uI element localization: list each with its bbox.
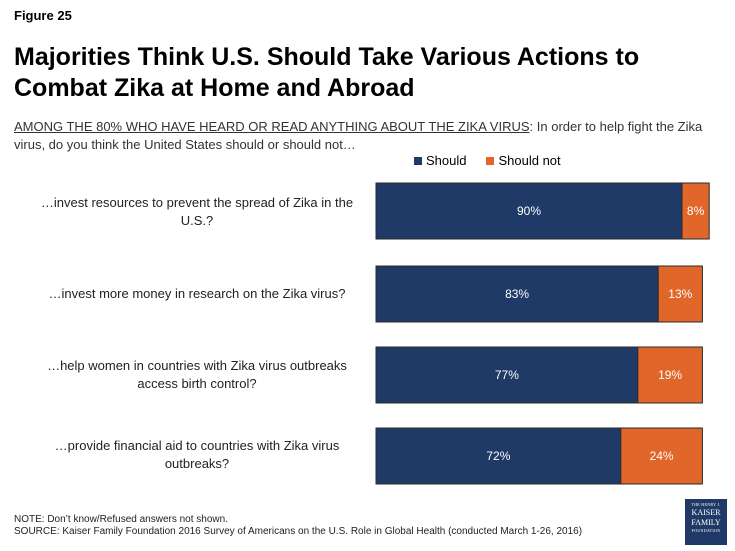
logo-line-2b: FAMILY: [691, 518, 721, 527]
logo-line-3: FOUNDATION: [691, 528, 721, 533]
data-label-should: 72%: [486, 449, 510, 463]
bar-should: [375, 265, 659, 323]
bar-should: [375, 427, 622, 485]
legend: Should Should not: [414, 153, 581, 168]
logo-line-1: THE HENRY J.: [691, 502, 721, 507]
category-label: …invest resources to prevent the spread …: [40, 195, 354, 228]
legend-item-should-not: Should not: [486, 153, 561, 168]
data-label-should: 83%: [505, 287, 529, 301]
logo-line-2a: KAISER: [691, 508, 721, 517]
legend-swatch-should: [414, 156, 422, 165]
subtitle-emphasis: AMONG THE 80% WHO HAVE HEARD OR READ ANY…: [14, 119, 530, 134]
category-label: …help women in countries with Zika virus…: [47, 358, 347, 391]
chart-title: Majorities Think U.S. Should Take Variou…: [14, 43, 640, 102]
chart-subtitle: AMONG THE 80% WHO HAVE HEARD OR READ ANY…: [14, 118, 726, 154]
kff-logo: THE HENRY J. KAISER FAMILY FOUNDATION: [685, 499, 727, 545]
legend-label-should-not: Should not: [498, 153, 561, 168]
legend-swatch-should-not: [486, 156, 495, 165]
bar-should-not: [620, 427, 703, 485]
category-label: …provide financial aid to countries with…: [54, 438, 340, 471]
bar-should-not: [637, 346, 703, 404]
bar-should: [375, 346, 639, 404]
data-label-should-not: 8%: [687, 204, 705, 218]
footer-note: NOTE: Don’t know/Refused answers not sho…: [14, 514, 228, 525]
bar-should: [375, 182, 683, 240]
data-label-should-not: 13%: [668, 287, 692, 301]
bar-should-not: [657, 265, 703, 323]
subtitle-text: : In order to help fight the Zika virus,…: [14, 119, 703, 152]
legend-item-should: Should: [414, 153, 466, 168]
data-label-should-not: 24%: [650, 449, 674, 463]
footer-source: SOURCE: Kaiser Family Foundation 2016 Su…: [14, 526, 583, 537]
data-label-should: 77%: [495, 368, 519, 382]
footer: NOTE: Don’t know/Refused answers not sho…: [14, 514, 582, 538]
category-label: …invest more money in research on the Zi…: [48, 286, 346, 301]
data-label-should: 90%: [517, 204, 541, 218]
legend-label-should: Should: [426, 153, 467, 168]
bar-should-not: [681, 182, 710, 240]
figure-label: Figure 25: [14, 8, 72, 23]
data-label-should-not: 19%: [658, 368, 682, 382]
